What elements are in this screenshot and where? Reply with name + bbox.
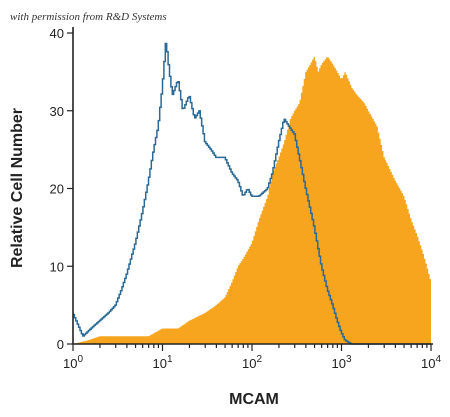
y-axis-title: Relative Cell Number	[9, 108, 26, 268]
x-tick-label: 103	[331, 354, 351, 371]
x-tick-label: 101	[152, 354, 172, 371]
x-axis-title: MCAM	[229, 391, 279, 408]
series-outline-histogram	[73, 42, 431, 345]
x-axis-ticks: 100 101 102 103 104	[63, 344, 441, 371]
y-axis-ticks: 0 10 20 30 40	[50, 26, 73, 352]
x-tick-label: 102	[242, 354, 262, 371]
series-filled-histogram	[73, 56, 431, 345]
watermark: with permission from R&D Systems	[10, 11, 167, 23]
y-tick-label: 0	[57, 337, 64, 352]
x-tick-label: 104	[421, 354, 441, 371]
y-tick-label: 30	[50, 104, 64, 119]
plot-area	[73, 42, 431, 345]
axes	[72, 27, 433, 345]
y-tick-label: 40	[50, 26, 64, 41]
y-tick-label: 20	[50, 182, 64, 197]
y-tick-label: 10	[50, 259, 64, 274]
x-tick-label: 100	[63, 354, 83, 371]
